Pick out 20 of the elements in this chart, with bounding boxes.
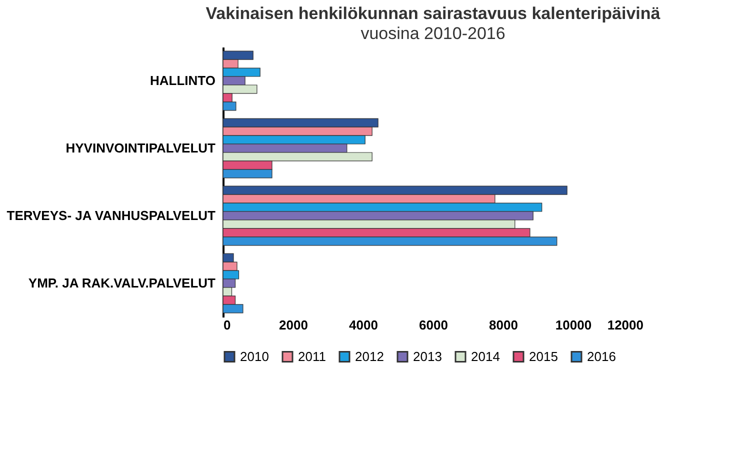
legend-label: 2011 (298, 348, 326, 364)
legend-label: 2015 (529, 348, 558, 364)
x-tick-label: 6000 (419, 318, 448, 332)
legend-label: 2014 (471, 348, 500, 364)
legend-label: 2013 (413, 348, 442, 364)
x-tick-label: 8000 (489, 318, 518, 332)
legend-label: 2016 (587, 348, 616, 364)
x-tick-label: 12000 (607, 318, 644, 332)
chart-title: Vakinaisen henkilökunnan sairastavuus kalenteripäivinä (206, 4, 661, 23)
x-tick-label: 2000 (279, 318, 308, 332)
chart-subtitle: vuosina 2010-2016 (360, 24, 506, 43)
x-tick-label: 0 (224, 318, 231, 332)
y-tick-label: TERVEYS- JA VANHUSPALVELUT (6, 208, 216, 223)
legend-label: 2010 (240, 348, 269, 364)
legend-label: 2012 (355, 348, 384, 364)
y-tick-label: HYVINVOINTIPALVELUT (66, 140, 216, 156)
x-tick-label: 4000 (349, 318, 378, 332)
y-tick-label: HALLINTO (150, 72, 216, 88)
x-tick-label: 10000 (555, 318, 592, 332)
y-tick-label: YMP. JA RAK.VALV.PALVELUT (28, 275, 216, 290)
